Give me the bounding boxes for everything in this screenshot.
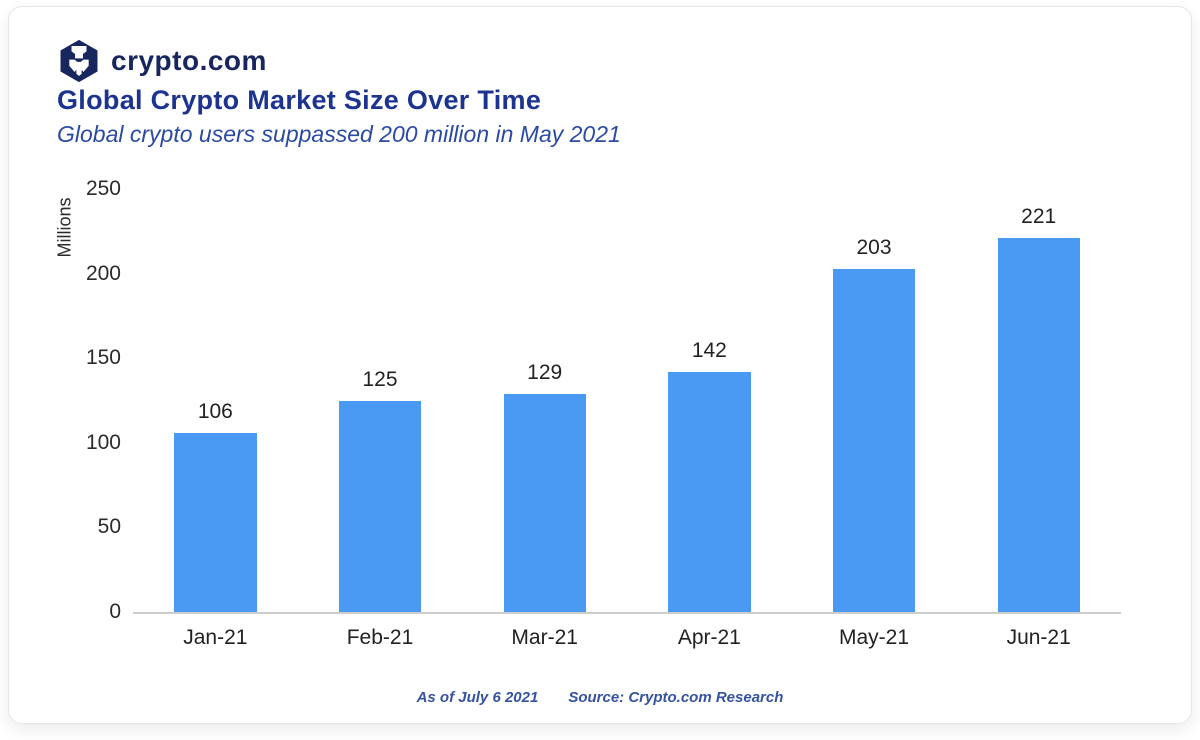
bar-column: 203 <box>792 189 957 612</box>
bar <box>668 371 751 612</box>
x-tick-label: Mar-21 <box>511 626 578 649</box>
bar-value-label: 106 <box>197 399 233 423</box>
y-axis-ticks: 250 200 150 100 50 0 <box>37 177 121 623</box>
bar-chart: 250 200 150 100 50 0 106 125 129 142 203 221 Jan-2… <box>86 177 1121 650</box>
chart-card: crypto.com Global Crypto Market Size Ove… <box>8 6 1192 724</box>
bar <box>338 400 422 612</box>
x-tick-label: May-21 <box>839 626 910 649</box>
y-tick-label: 0 <box>109 600 121 623</box>
bar-value-label: 125 <box>362 367 398 391</box>
as-of-date: As of July 6 2021 <box>416 689 539 706</box>
x-tick-label: Feb-21 <box>346 626 414 649</box>
y-tick-label: 50 <box>97 515 121 539</box>
brand-wordmark: crypto.com <box>111 45 267 76</box>
bar-column: 221 <box>956 189 1121 612</box>
bar <box>997 238 1080 612</box>
source-credit: Source: Crypto.com Research <box>568 689 784 706</box>
bar-value-label: 203 <box>856 235 892 259</box>
y-tick-label: 100 <box>85 430 121 454</box>
y-tick-label: 250 <box>85 177 121 200</box>
page-title: Global Crypto Market Size Over Time <box>57 85 542 115</box>
bar <box>503 393 586 612</box>
bar-column: 125 <box>298 189 463 612</box>
bar-column: 106 <box>133 189 298 612</box>
bar <box>832 268 916 612</box>
x-axis-labels: Jan-21 Feb-21 Mar-21 Apr-21 May-21 Jun-21 <box>133 626 1121 650</box>
y-tick-label: 150 <box>85 346 121 370</box>
bar-value-label: 221 <box>1021 205 1057 229</box>
brand-header: crypto.com <box>57 37 267 85</box>
bar-column: 129 <box>462 189 627 612</box>
plot-area: 106 125 129 142 203 221 <box>133 189 1121 614</box>
x-tick-label: Apr-21 <box>677 626 741 649</box>
y-tick-label: 200 <box>85 261 121 285</box>
bar-value-label: 142 <box>691 338 727 362</box>
x-tick-label: Jun-21 <box>1006 626 1071 649</box>
x-tick-label: Jan-21 <box>183 626 248 649</box>
bar-column: 142 <box>627 189 792 612</box>
chart-footnote: As of July 6 2021 Source: Crypto.com Rese… <box>9 689 1191 706</box>
bar <box>174 432 257 612</box>
bar-value-label: 129 <box>527 360 563 384</box>
crypto-com-logo-icon <box>57 38 101 84</box>
page-subtitle: Global crypto users suppassed 200 millio… <box>57 121 621 147</box>
